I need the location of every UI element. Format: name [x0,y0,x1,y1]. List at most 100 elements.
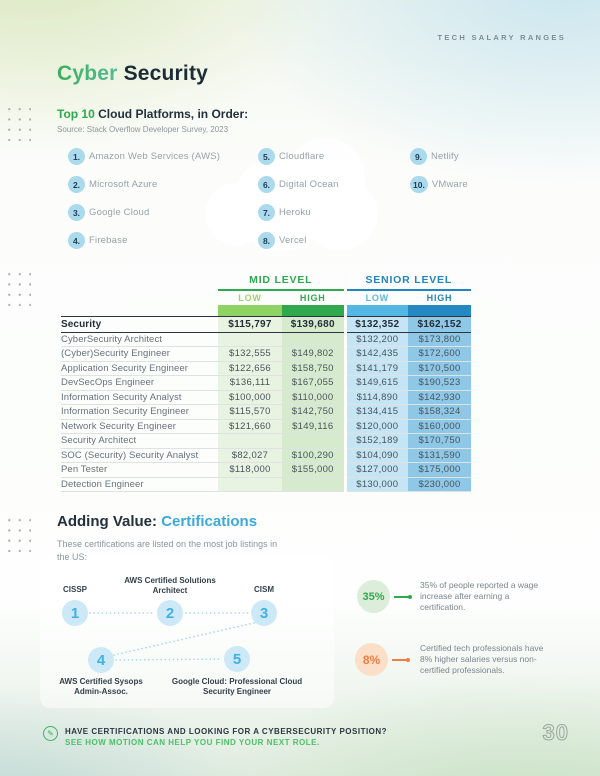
cell-value: $121,660 [218,419,282,434]
certification-step-2: 2 [157,600,183,626]
platform-name: Vercel [279,235,307,246]
cell-value: $82,027 [218,448,282,463]
cell-value: $127,000 [343,462,409,478]
certification-label: Google Cloud: Professional Cloud Securit… [171,677,303,696]
arrow-icon [394,595,412,599]
dot-grid-decoration [4,104,31,141]
cell-value: $104,090 [343,448,409,463]
stat-badge: 8% [355,643,388,676]
row-label: Application Security Engineer [61,361,218,376]
cell-value: $149,802 [282,346,346,362]
footer-cta-link[interactable]: SEE HOW MOTION CAN HELP YOU FIND YOUR NE… [65,738,320,747]
rank-badge: 8. [258,232,275,249]
table-row: Information Security Engineer $115,570 $… [61,404,472,420]
cell-value: $142,930 [408,390,472,405]
list-item-platform: 3. Google Cloud [68,204,150,221]
column-header-mid-high: HIGH [299,293,326,303]
table-row: Security Architect $152,189 $170,750 [61,433,472,449]
platform-name: Digital Ocean [279,179,339,190]
cell-value: $160,000 [408,419,472,434]
row-label: CyberSecurity Architect [61,332,218,347]
row-label: SOC (Security) Security Analyst [61,448,218,463]
certification-label: CISM [254,585,274,594]
cell-value: $142,435 [343,346,409,362]
cell-value: $173,800 [408,332,472,347]
list-item-platform: 5. Cloudflare [258,148,324,165]
rank-badge: 1. [68,148,85,165]
certification-connector-lines [89,612,259,661]
cell-value: $175,000 [408,462,472,478]
certification-step-5: 5 [224,646,250,672]
cloud-platforms-heading-accent: Top 10 [57,107,95,121]
cell-value: $120,000 [343,419,409,434]
footer-question: HAVE CERTIFICATIONS AND LOOKING FOR A CY… [65,727,388,736]
row-label: Detection Engineer [61,477,218,492]
platform-name: Google Cloud [89,207,150,218]
rank-badge: 3. [68,204,85,221]
certifications-heading-dark: Adding Value: [57,513,162,530]
certification-step-3: 3 [251,600,277,626]
cell-value: $170,500 [408,361,472,376]
page-number: 30 [542,720,569,746]
certifications-card [40,556,334,708]
cloud-platforms-heading: Top 10 Cloud Platforms, in Order: [57,107,248,121]
column-group-mid-level: MID LEVEL [218,271,346,291]
page-title-rest: Security [117,62,209,85]
table-row: Information Security Analyst $100,000 $1… [61,390,472,405]
cell-value: $155,000 [282,462,346,478]
table-row: Application Security Engineer $122,656 $… [61,361,472,376]
cell-value: $122,656 [218,361,282,376]
cell-value [282,332,346,347]
column-header-senior-high: HIGH [426,293,453,303]
cell-value: $100,000 [218,390,282,405]
cell-value: $149,615 [343,375,409,391]
cell-value: $190,523 [408,375,472,391]
certifications-subtitle: These certifications are listed on the m… [57,539,278,562]
rank-badge: 7. [258,204,275,221]
page-title: Cyber Security [57,62,208,86]
certification-label: CISSP [62,585,87,594]
table-row: Pen Tester $118,000 $155,000 $127,000 $1… [61,462,472,478]
row-label: (Cyber)Security Engineer [61,346,218,362]
table-row: CyberSecurity Architect $132,200 $173,80… [61,332,472,347]
cell-value: $115,570 [218,404,282,420]
cell-value: $132,352 [343,315,409,333]
row-label: Network Security Engineer [61,419,218,434]
platform-name: Amazon Web Services (AWS) [89,151,221,162]
cell-value [282,433,346,449]
column-header-senior-low: LOW [343,290,409,305]
rank-badge: 10. [410,176,428,193]
table-row: Detection Engineer $130,000 $230,000 [61,477,472,492]
platform-name: Heroku [279,207,311,218]
table-row: (Cyber)Security Engineer $132,555 $149,8… [61,346,472,362]
cell-value: $131,590 [408,448,472,463]
list-item-platform: 4. Firebase [68,232,128,249]
table-row: Network Security Engineer $121,660 $149,… [61,419,472,434]
rank-badge: 6. [258,176,275,193]
cell-value: $136,111 [218,375,282,391]
rank-badge: 2. [68,176,85,193]
certification-step-4: 4 [88,647,114,673]
rank-badge: 4. [68,232,85,249]
row-label: Security [61,315,218,333]
row-label: Pen Tester [61,462,218,478]
table-row: SOC (Security) Security Analyst $82,027 … [61,448,472,463]
list-item-platform: 1. Amazon Web Services (AWS) [68,148,220,165]
cell-value: $149,116 [282,419,346,434]
page-title-accent: Cyber [57,62,118,85]
row-label: Information Security Analyst [61,390,218,405]
cell-value: $110,000 [282,390,346,405]
cell-value [218,433,282,449]
column-header-mid-low: LOW [238,293,262,303]
cell-value: $167,055 [282,375,346,391]
cell-value: $134,415 [343,404,409,420]
source-note: Source: Stack Overflow Developer Survey,… [57,125,229,134]
cell-value: $158,750 [282,361,346,376]
cell-value: $118,000 [218,462,282,478]
cell-value: $132,555 [218,346,282,362]
cell-value: $162,152 [408,315,472,333]
cell-value: $152,189 [343,433,409,449]
list-item-platform: 8. Vercel [258,232,307,249]
platform-name: Firebase [89,235,128,246]
